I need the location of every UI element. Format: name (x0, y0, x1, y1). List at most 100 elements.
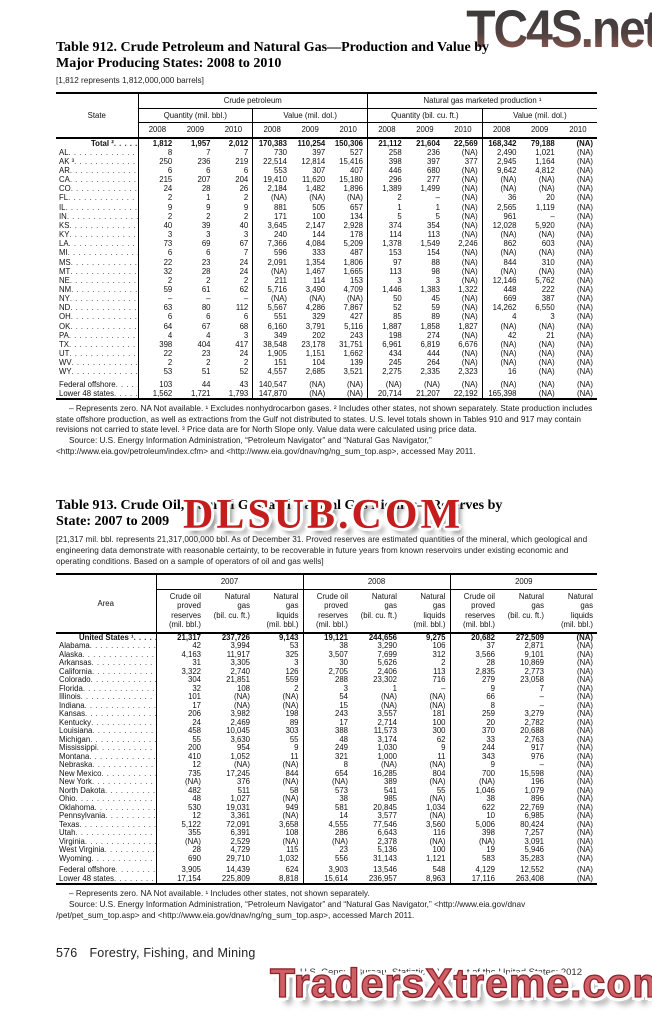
row-label-text: New York (59, 778, 92, 786)
value-cell: 3,903 (302, 865, 352, 875)
value-cell: 263,408 (515, 873, 544, 883)
value-cell: 21,604 (416, 138, 440, 148)
watermark-middle: DLSUB.COM (183, 492, 464, 538)
row-label-text: WY (59, 367, 72, 377)
value-cell: 700 (449, 769, 499, 778)
value-cell: 355 (155, 828, 205, 838)
leader-dots (70, 276, 138, 285)
value-cell: 181 (432, 709, 446, 718)
value-cell: 1,378 (366, 239, 406, 249)
value-cell: (NA) (538, 367, 555, 377)
value-cell: 9 (206, 202, 211, 212)
table-913-title-line2: State: 2007 to 2009 (56, 514, 170, 529)
value-cell: 1,806 (343, 257, 363, 267)
leader-dots (70, 166, 138, 175)
row-label-text: Lower 48 states (59, 874, 115, 883)
value-cell: 5,716 (252, 285, 291, 295)
value-cell: 954 (236, 743, 250, 752)
table-912-title-line2: Major Producing States: 2008 to 2010 (56, 56, 282, 71)
value-cell: 3,557 (377, 709, 397, 718)
row-label: KS (56, 221, 138, 230)
value-cell: – (539, 692, 544, 701)
value-cell: (NA) (576, 692, 593, 701)
value-cell: 2,490 (481, 147, 521, 157)
value-cell: (NA) (576, 726, 593, 735)
table-row: Florida 32 108 23 1 –9 7 (NA) (56, 684, 597, 693)
value-cell: 6,391 (230, 828, 250, 837)
value-cell: 1,562 (137, 388, 177, 399)
value-cell: (NA) (576, 165, 593, 175)
leader-dots (81, 693, 156, 702)
value-cell: 7,366 (252, 239, 291, 249)
measure-header: Natural gas liquids (mil. bbl.) (254, 589, 303, 634)
value-cell: (NA) (538, 339, 555, 349)
value-cell: 730 (252, 147, 291, 157)
value-cell: 296 (366, 175, 406, 185)
value-cell: 249 (302, 743, 352, 753)
value-cell: 32 (137, 266, 177, 276)
value-cell: (NA) (576, 202, 593, 212)
value-cell: 259 (449, 709, 499, 719)
value-cell: 202 (312, 330, 326, 340)
value-cell: 80 (201, 303, 211, 313)
value-cell: 250 (137, 156, 177, 166)
value-cell: 397 (426, 156, 440, 166)
value-cell: 573 (302, 786, 352, 795)
leader-dots (74, 157, 137, 166)
value-cell: 9,275 (425, 632, 446, 642)
value-cell: (NA) (449, 837, 499, 846)
value-cell: 1,164 (535, 156, 555, 166)
value-cell: 7 (243, 248, 249, 258)
table-913-footnote: – Represents zero. NA Not available. ¹ I… (69, 889, 370, 898)
value-cell: 1,119 (535, 202, 555, 212)
row-label: Lower 48 states (56, 875, 156, 884)
spacer-cell (252, 376, 291, 380)
value-cell: 404 (197, 339, 211, 349)
value-cell: (NA) (429, 700, 446, 710)
value-cell: 2 (137, 358, 177, 368)
value-cell: (NA) (346, 379, 363, 389)
value-cell: 23,058 (520, 675, 544, 684)
row-label: PA (56, 331, 138, 340)
leader-dots (71, 285, 137, 294)
value-cell: (NA) (576, 666, 593, 676)
value-cell: 89 (289, 717, 299, 727)
value-cell: 5,136 (377, 845, 397, 854)
value-cell: 2,928 (343, 220, 363, 230)
row-label-text: NE (59, 275, 70, 285)
value-cell: 225,809 (221, 873, 250, 883)
table-row: New York(NA)376(NA)(NA)389(NA)(NA)196(NA… (56, 777, 597, 787)
value-cell: 15 (302, 701, 352, 710)
value-cell: 444 (426, 349, 440, 359)
value-cell: 151 (252, 358, 291, 368)
value-cell: 370 (449, 726, 499, 736)
row-label-text: OH (59, 312, 71, 322)
value-cell: 154 (426, 248, 440, 258)
table-912-source-line2: <http://www.eia.gov/petroleum/index.cfm>… (56, 447, 476, 457)
value-cell: 113 (366, 266, 406, 276)
value-cell: (NA) (576, 828, 593, 837)
row-label: West Virginia (56, 846, 156, 855)
value-cell: 24 (239, 349, 249, 359)
row-label: TX (56, 340, 138, 349)
value-cell: 2,378 (377, 836, 397, 846)
value-cell: 3 (243, 330, 249, 340)
value-cell: (NA) (538, 230, 555, 240)
value-cell: 2,275 (366, 367, 406, 377)
value-cell: (NA) (576, 658, 593, 667)
value-cell: 12,814 (301, 156, 326, 166)
value-cell: 2 (206, 275, 211, 285)
value-cell: 310 (541, 257, 555, 267)
leader-dots (69, 230, 137, 239)
subgroup-header: Value (mil. dol.) (481, 108, 597, 123)
value-cell: 735 (155, 769, 205, 778)
value-cell: – (137, 294, 177, 304)
leader-dots (70, 322, 137, 331)
